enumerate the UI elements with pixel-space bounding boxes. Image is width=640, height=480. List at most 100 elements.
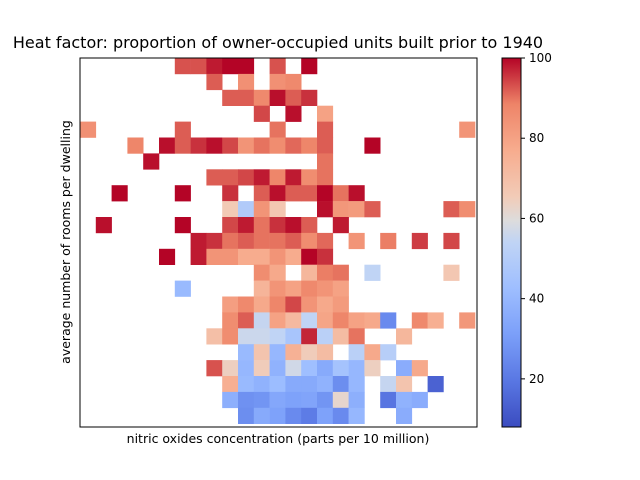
heatmap-cell: [238, 360, 255, 377]
heatmap-cell: [269, 248, 286, 265]
heatmap-cell: [459, 312, 476, 329]
heatmap-cell: [364, 201, 381, 218]
heatmap-cell: [238, 248, 255, 265]
heatmap-cell: [317, 407, 334, 424]
heatmap-cell: [285, 169, 302, 186]
heatmap-cell: [285, 73, 302, 91]
heatmap-cell: [253, 105, 270, 122]
heatmap-cell: [253, 217, 270, 234]
heatmap-cell: [269, 232, 286, 250]
heatmap-cell: [238, 391, 255, 409]
heatmap-cell: [364, 360, 381, 377]
heatmap-cell: [427, 312, 444, 329]
heatmap-cell: [269, 185, 286, 202]
heatmap-cell: [190, 58, 207, 75]
heatmap-cell: [222, 169, 239, 186]
heatmap-cell: [301, 280, 318, 297]
heatmap-cell: [317, 105, 334, 122]
heatmap-cell: [348, 344, 365, 361]
heatmap-cell: [269, 73, 286, 91]
colorbar-tick-label: 20: [529, 372, 544, 386]
heatmap-cell: [443, 232, 460, 250]
heatmap-cell: [206, 232, 223, 250]
heatmap-cell: [253, 185, 270, 202]
heatmap-cell: [317, 328, 334, 345]
heatmap-cell: [269, 201, 286, 218]
heatmap-cell: [364, 312, 381, 329]
heatmap-cell: [222, 360, 239, 377]
heatmap-cell: [238, 89, 255, 106]
heatmap-cell: [253, 137, 270, 154]
heatmap-cell: [238, 376, 255, 393]
heatmap-cell: [348, 201, 365, 218]
heatmap-cell: [238, 232, 255, 250]
heatmap-cell: [222, 376, 239, 393]
heatmap-cell: [285, 344, 302, 361]
heatmap-cell: [317, 121, 334, 138]
heatmap-cell: [238, 137, 255, 154]
heatmap-cell: [238, 217, 255, 234]
heatmap-cell: [206, 137, 223, 154]
heatmap-cell: [317, 280, 334, 297]
heatmap-cell: [222, 185, 239, 202]
heatmap-cell: [238, 169, 255, 186]
heatmap-cell: [317, 344, 334, 361]
heatmap-cell: [285, 217, 302, 234]
heatmap-cell: [332, 312, 349, 329]
colorbar-tick-label: 40: [529, 292, 544, 306]
heatmap-cell: [301, 296, 318, 313]
heatmap-cell: [253, 296, 270, 313]
heatmap-cell: [222, 232, 239, 250]
heatmap-cell: [317, 137, 334, 154]
heatmap-cell: [301, 360, 318, 377]
heatmap-cell: [301, 391, 318, 409]
heatmap-cell: [269, 217, 286, 234]
heatmap-cell: [269, 360, 286, 377]
heatmap-cell: [174, 121, 191, 138]
heatmap-cell: [332, 296, 349, 313]
heatmap-cell: [269, 296, 286, 313]
heatmap-cell: [206, 328, 223, 345]
heatmap-cell: [348, 232, 365, 250]
heatmap-cell: [317, 153, 334, 170]
heatmap-cell: [301, 217, 318, 234]
heatmap-cell: [285, 360, 302, 377]
heatmap-cell: [159, 248, 176, 265]
heatmap-cell: [396, 391, 413, 409]
heatmap-cell: [332, 280, 349, 297]
heatmap-cell: [317, 185, 334, 202]
heatmap-cell: [285, 376, 302, 393]
heatmap-cell: [269, 121, 286, 138]
heatmap-cell: [174, 217, 191, 234]
heatmap-cell: [95, 217, 112, 234]
heatmap-cell: [238, 407, 255, 424]
heatmap-cell: [332, 201, 349, 218]
heatmap-cell: [317, 201, 334, 218]
heatmap-cell: [174, 58, 191, 75]
heatmap-cell: [238, 328, 255, 345]
heatmap-cell: [332, 185, 349, 202]
heatmap-cell: [238, 344, 255, 361]
heatmap-cell: [222, 217, 239, 234]
heatmap-cell: [253, 89, 270, 106]
heatmap-cell: [317, 169, 334, 186]
y-axis-label: average number of rooms per dwelling: [58, 120, 73, 364]
heatmap-cell: [222, 89, 239, 106]
colorbar: 20 40 60 80 100: [501, 51, 552, 428]
heatmap-cell: [238, 296, 255, 313]
heatmap-cell: [348, 328, 365, 345]
heatmap-cell: [190, 248, 207, 265]
heatmap-cell: [222, 58, 239, 75]
colorbar-tick-label: 80: [529, 131, 544, 145]
heatmap-cell: [285, 232, 302, 250]
heatmap-cell: [238, 73, 255, 91]
heatmap-cell: [269, 391, 286, 409]
heatmap-cell: [127, 137, 144, 154]
heatmap-cell: [269, 58, 286, 75]
colorbar-ticks: 20 40 60 80 100: [521, 51, 552, 386]
heatmap-cell: [253, 344, 270, 361]
heatmap-cell: [285, 185, 302, 202]
heatmap-cell: [253, 264, 270, 281]
heatmap-cell: [301, 89, 318, 106]
